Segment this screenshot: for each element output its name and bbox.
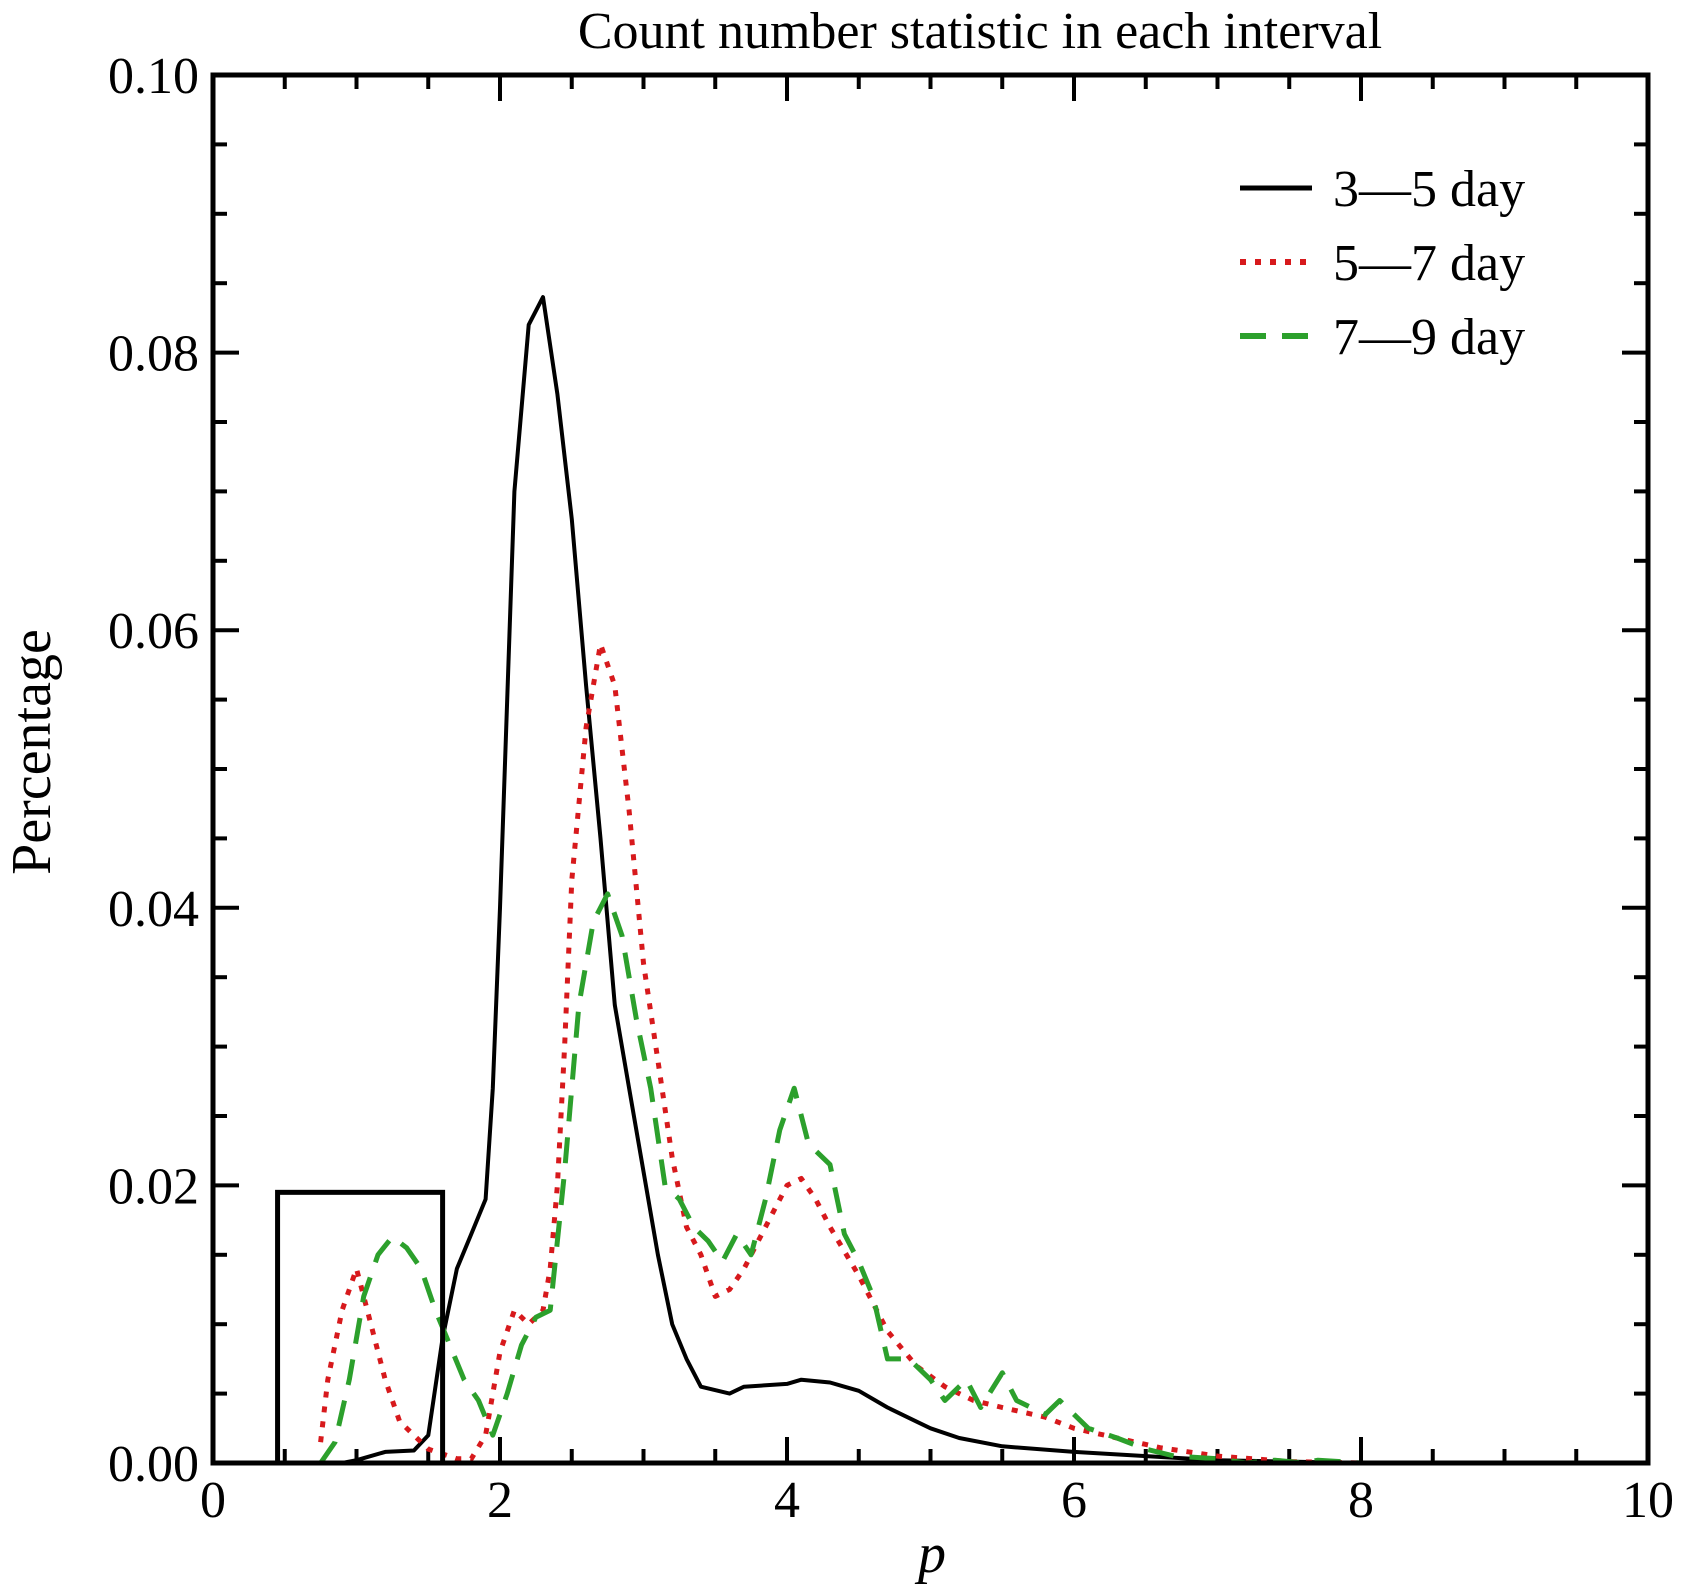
series-line-1 [284, 295, 1362, 1465]
x-tick-label: 8 [1348, 1472, 1374, 1529]
y-tick-label: 0.00 [108, 1436, 199, 1493]
legend-label-2: 5—7 day [1333, 235, 1525, 292]
series-line-3 [318, 891, 1419, 1466]
x-tick-label: 6 [1061, 1472, 1087, 1529]
x-tick-label: 10 [1622, 1472, 1674, 1529]
series-line-2 [318, 641, 1419, 1466]
y-tick-label: 0.10 [108, 48, 199, 105]
legend-label-3: 7—9 day [1333, 309, 1525, 366]
legend: 3—5 day 5—7 day 7—9 day [1240, 161, 1525, 366]
x-tick-label: 2 [487, 1472, 513, 1529]
plot-frame [210, 72, 1651, 1466]
y-tick-label: 0.02 [108, 1158, 199, 1215]
x-axis: 0 2 4 6 8 10 [200, 75, 1674, 1529]
y-tick-label: 0.06 [108, 603, 199, 660]
y-tick-label: 0.08 [108, 326, 199, 383]
chart-title: Count number statistic in each interval [578, 3, 1382, 60]
x-axis-label: p [914, 1523, 946, 1585]
y-axis: 0.00 0.02 0.04 0.06 0.08 0.10 [108, 48, 1648, 1493]
x-tick-label: 4 [774, 1472, 800, 1529]
series-layer [284, 295, 1419, 1466]
y-axis-label: Percentage [1, 629, 63, 875]
legend-label-1: 3—5 day [1333, 161, 1525, 218]
y-tick-label: 0.04 [108, 881, 199, 938]
x-tick-label: 0 [200, 1472, 226, 1529]
